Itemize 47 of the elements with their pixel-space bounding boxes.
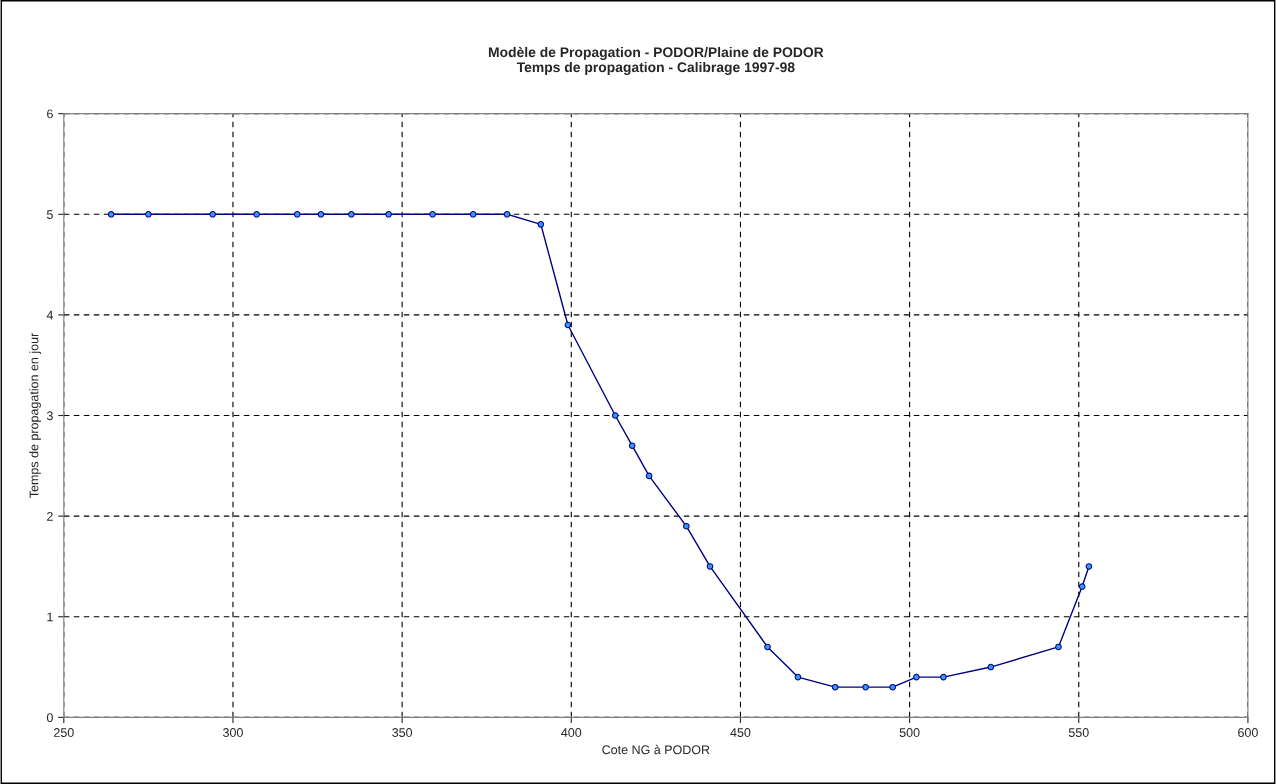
point [683,522,690,530]
point [889,683,896,691]
point [317,211,325,218]
x-tick-label: 500 [899,728,920,737]
point [564,321,572,329]
point [831,683,839,691]
y-tick-label: 5 [46,210,53,219]
point [862,683,869,691]
point [503,211,511,218]
point [429,211,436,218]
x-tick-label: 250 [54,728,74,737]
point [611,412,619,419]
y-axis-title: Temps de propagation en jour [29,333,41,498]
y-tick-label: 3 [46,411,53,421]
y-tick-label: 0 [46,713,53,723]
point [1078,583,1086,590]
y-tick-label: 2 [47,511,53,521]
point [107,211,115,218]
point [913,673,920,681]
point [628,442,636,449]
chart-title: Modèle de Propagation - PODOR/Plaine de PODOR Temps de propagation - Calibrage 1997-98 [488,46,824,75]
point [469,211,477,218]
x-tick-label: 300 [223,728,243,737]
point [1055,643,1062,651]
point [794,673,802,681]
x-tick-label: 350 [392,728,413,737]
x-tick-label: 400 [561,728,582,737]
y-tick-label: 1 [47,612,53,622]
y-tick-label: 6 [47,109,53,119]
point [253,211,260,218]
point [1085,563,1093,570]
point [645,472,653,480]
x-tick-label: 600 [1238,728,1258,737]
y-tick-label: 4 [46,310,54,320]
x-tick-label: 550 [1068,728,1089,737]
point [764,643,771,651]
point [145,211,152,218]
point [209,211,216,218]
point [940,673,947,681]
point [537,221,545,228]
point [348,211,355,218]
point [293,211,301,218]
point [987,663,995,671]
x-tick-label: 450 [730,728,751,737]
x-axis-title: Cote NG à PODOR [602,744,710,755]
point [385,211,392,218]
point [706,563,714,570]
